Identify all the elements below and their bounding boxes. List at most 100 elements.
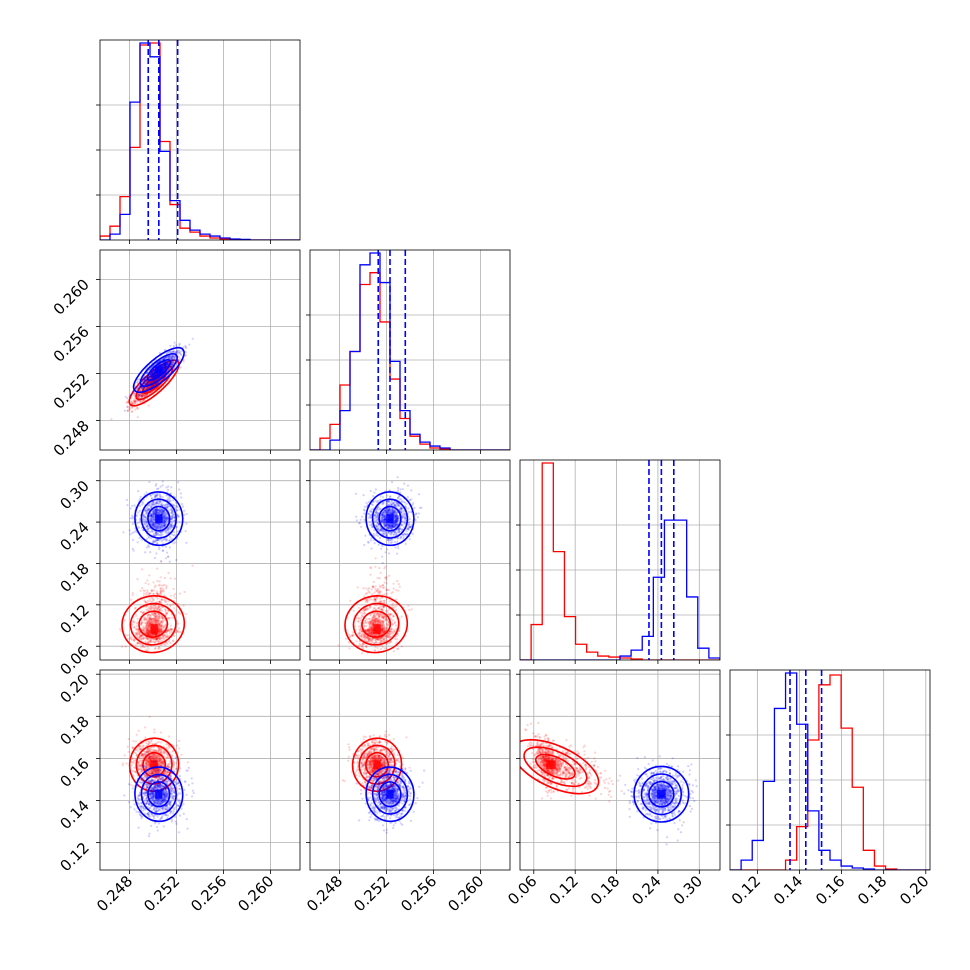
scatter-point [165,585,168,588]
scatter-point [163,524,166,527]
scatter-point [145,632,148,635]
scatter-point [167,498,170,501]
scatter-point [144,376,147,379]
scatter-point [394,608,398,611]
scatter-point [173,341,176,344]
scatter-point [162,369,165,372]
scatter-point [159,496,162,499]
scatter-point [140,395,143,398]
scatter-point [151,530,154,533]
scatter-point [164,608,167,612]
scatter-point [150,620,153,623]
scatter-point [138,384,141,388]
scatter-point [132,390,135,393]
scatter-point [148,574,151,577]
scatter-point [161,584,164,587]
scatter-point [140,634,143,638]
scatter-point [163,525,166,528]
scatter-point [164,363,167,366]
scatter-point [150,375,153,378]
scatter-point [138,393,141,396]
scatter-point [388,635,391,638]
scatter-point [148,503,151,506]
scatter-point [135,622,138,625]
scatter-point [129,517,132,520]
scatter-point [162,362,166,365]
scatter-point [166,612,169,615]
scatter-point [156,500,159,503]
scatter-point [149,494,152,497]
scatter-point [137,387,140,390]
scatter-point [164,364,167,368]
scatter-point [135,515,138,518]
scatter-point [132,400,135,403]
scatter-point [175,526,178,529]
scatter-point [137,490,140,493]
scatter-point [151,375,155,378]
scatter-point [147,623,150,626]
scatter-point [144,601,147,604]
scatter-point [153,373,156,376]
scatter-point [361,515,364,518]
scatter-point [376,577,379,580]
scatter-point [152,592,156,595]
scatter-point [153,373,156,376]
scatter-point [158,509,162,512]
scatter-point [143,378,147,381]
scatter-point [155,633,158,636]
scatter-point [154,620,157,623]
scatter-point [150,514,153,517]
scatter-point [140,386,143,389]
scatter-point [166,505,169,508]
scatter-point [159,526,162,529]
scatter-point [387,552,391,555]
scatter-point [143,617,146,620]
scatter-point [143,516,146,519]
scatter-point [383,601,386,604]
scatter-point [179,366,182,369]
scatter-point [162,617,165,620]
scatter-point [165,364,168,367]
scatter-point [365,608,368,611]
scatter-point [147,629,150,632]
scatter-point [149,374,152,377]
scatter-point [142,638,145,641]
scatter-point [145,620,148,623]
scatter-point [372,620,375,623]
scatter-point [156,538,159,542]
scatter-point [166,642,169,645]
scatter-point [167,363,170,366]
scatter-point [149,634,152,637]
scatter-point [152,374,155,377]
scatter-point [160,624,163,627]
scatter-point [363,636,366,639]
scatter-point [159,587,162,590]
scatter-point [153,512,157,515]
scatter-point [152,373,155,376]
scatter-point [136,521,139,525]
scatter-point [156,508,159,512]
scatter-point [162,361,165,364]
scatter-point [170,357,173,360]
scatter-point [148,632,151,635]
scatter-point [144,378,147,382]
scatter-point [151,380,154,383]
scatter-point [164,362,167,365]
scatter-point [162,635,165,638]
scatter-point [368,510,371,513]
scatter-point [163,509,166,512]
scatter-point [135,632,138,636]
scatter-point [139,394,143,398]
scatter-point [165,362,168,365]
scatter-point [170,363,174,366]
scatter-point [165,513,168,516]
scatter-point [148,598,151,601]
scatter-point [156,526,160,529]
scatter-point [147,503,150,507]
scatter-point [398,629,401,632]
scatter-point [152,607,155,610]
scatter-point [374,598,377,601]
scatter-point [134,606,137,609]
panel-2-0: 0.060.120.180.240.30 [56,459,301,679]
scatter-point [128,407,131,410]
